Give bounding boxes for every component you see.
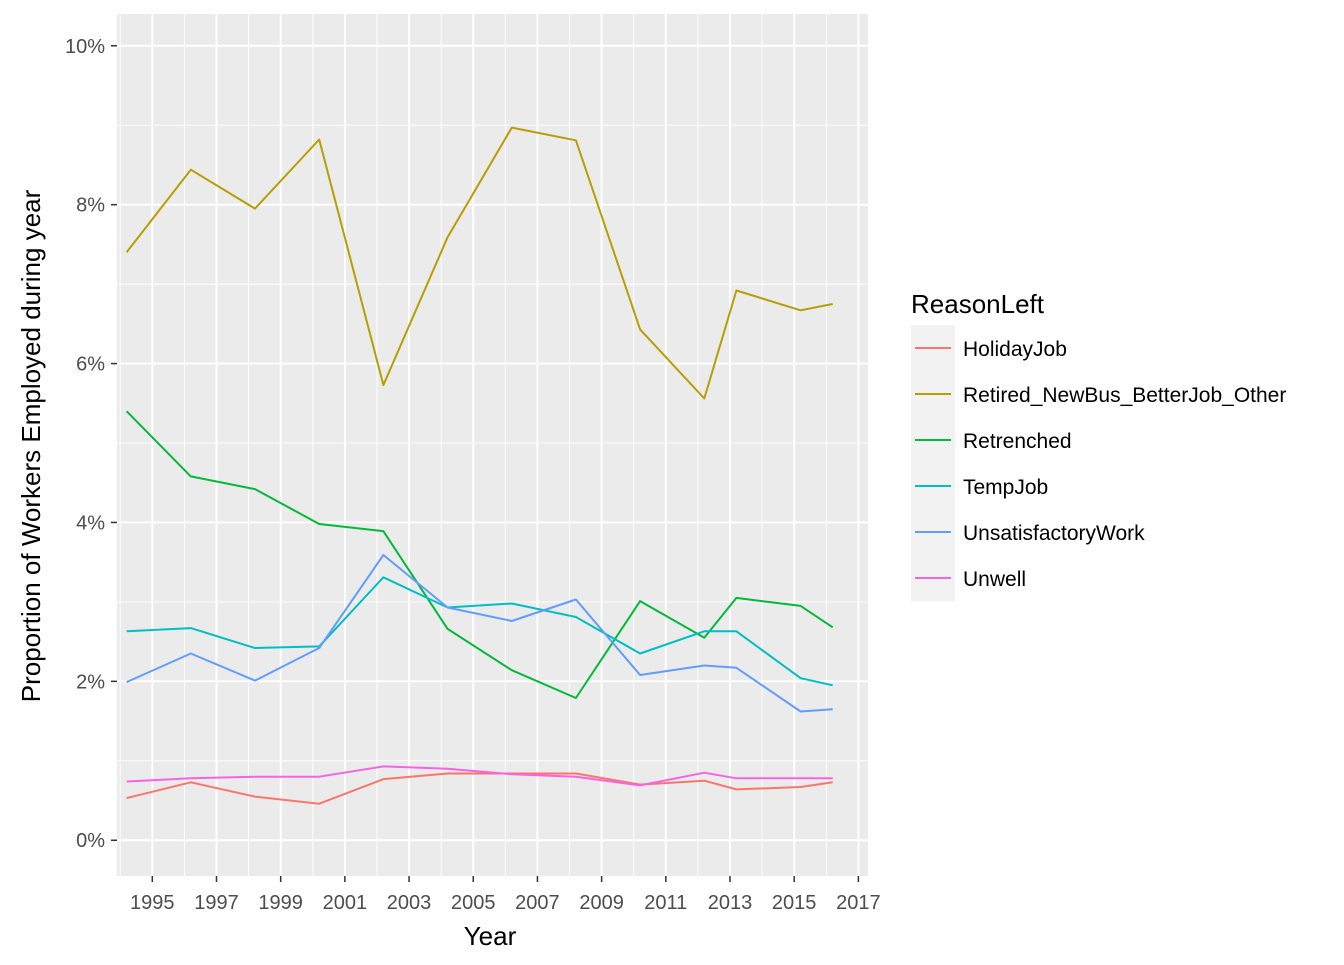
x-axis: 1995 1997 1999 2001 2003 2005 2007 2009 2011 2013…	[130, 876, 881, 914]
x-tick-label: 1999	[258, 892, 303, 914]
legend-title: ReasonLeft	[911, 289, 1045, 319]
series-line-unsatisfactorywork	[126, 554, 833, 713]
x-tick-label: 2007	[515, 892, 560, 914]
legend-item: Unwell	[911, 555, 1026, 601]
x-tick-label: 2013	[708, 892, 753, 914]
x-tick-label: 1995	[130, 892, 175, 914]
series-line-retrenched	[125, 410, 834, 699]
legend-label: Unwell	[963, 568, 1026, 591]
panel-background	[117, 14, 868, 876]
legend-item: TempJob	[911, 463, 1048, 509]
x-tick-label: 2005	[451, 892, 496, 914]
y-axis-title: Proportion of Workers Employed during ye…	[16, 189, 46, 702]
x-axis-title: Year	[464, 921, 517, 951]
x-tick-label: 2017	[836, 892, 881, 914]
legend-item: Retrenched	[911, 417, 1072, 463]
series-line-tempjob	[126, 576, 833, 687]
x-tick-label: 2009	[579, 892, 624, 914]
y-tick-label: 4%	[76, 512, 105, 534]
x-tick-label: 2003	[387, 892, 432, 914]
y-tick-label: 6%	[76, 354, 105, 376]
y-tick-label: 2%	[76, 671, 105, 693]
legend-label: TempJob	[963, 476, 1048, 499]
legend-item: Retired_NewBus_BetterJob_Other	[911, 371, 1286, 417]
y-tick-label: 0%	[76, 830, 105, 852]
legend: ReasonLeft HolidayJob Retired_NewBus_Bett…	[911, 289, 1286, 601]
legend-label: Retrenched	[963, 430, 1072, 453]
x-tick-label: 1997	[194, 892, 239, 914]
series-line-unwell	[126, 765, 833, 787]
legend-label: UnsatisfactoryWork	[963, 522, 1145, 545]
x-tick-label: 2015	[772, 892, 817, 914]
series-lines	[125, 126, 834, 805]
legend-label: HolidayJob	[963, 338, 1067, 361]
legend-label: Retired_NewBus_BetterJob_Other	[963, 384, 1286, 407]
y-tick-label: 8%	[76, 195, 105, 217]
x-tick-label: 2001	[323, 892, 368, 914]
y-tick-label: 10%	[65, 36, 105, 58]
legend-items: HolidayJob Retired_NewBus_BetterJob_Other…	[911, 325, 1286, 601]
y-axis: 0% 2% 4% 6% 8% 10%	[65, 36, 117, 852]
series-line-retired-newbus-betterjob-other	[125, 126, 833, 400]
grid-lines	[117, 14, 868, 876]
x-tick-label: 2011	[644, 892, 687, 914]
legend-item: HolidayJob	[911, 325, 1067, 371]
legend-item: UnsatisfactoryWork	[911, 509, 1145, 555]
